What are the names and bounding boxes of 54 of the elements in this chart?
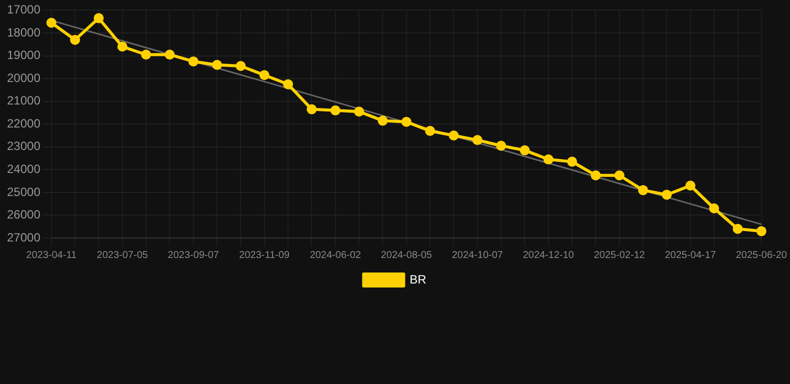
y-tick-label: 18000 (6, 25, 41, 40)
x-tick-label: 2023-09-07 (168, 250, 220, 261)
point (732, 224, 743, 234)
y-tick-label: 17000 (6, 2, 41, 17)
point (448, 130, 459, 140)
point (164, 50, 175, 60)
point (520, 145, 530, 156)
legend-label: BR (410, 272, 427, 286)
point (756, 226, 766, 236)
point (685, 180, 696, 191)
point (46, 18, 56, 28)
y-tick-label: 23000 (6, 139, 41, 154)
point (590, 170, 601, 180)
point (283, 79, 294, 90)
point (401, 116, 412, 127)
point (94, 13, 104, 24)
x-tick-label: 2023-07-05 (96, 250, 148, 261)
y-tick-label: 19000 (6, 48, 41, 62)
point (378, 116, 388, 126)
point (638, 185, 648, 196)
point (543, 154, 554, 164)
point (709, 203, 720, 214)
point (472, 135, 482, 146)
y-tick-label: 25000 (6, 184, 41, 199)
point (354, 106, 364, 117)
x-tick-label: 2023-04-11 (26, 250, 78, 261)
point (662, 190, 672, 200)
y-tick-label: 22000 (6, 116, 41, 130)
point (425, 126, 436, 136)
y-tick-label: 20000 (6, 70, 41, 85)
point (259, 70, 270, 80)
y-tick-label: 21000 (6, 94, 41, 108)
point (614, 170, 624, 180)
x-tick-label: 2025-04-17 (664, 250, 716, 261)
x-tick-label: 2024-08-05 (380, 250, 432, 261)
point (141, 50, 152, 60)
x-tick-label: 2025-02-12 (594, 250, 646, 261)
point (212, 60, 222, 70)
x-tick-label: 2023-11-09 (239, 250, 290, 261)
x-tick-label: 2024-10-07 (452, 250, 504, 261)
point (117, 42, 128, 52)
y-tick-label: 24000 (6, 162, 41, 176)
point (306, 104, 317, 114)
point (236, 61, 246, 72)
x-tick-label: 2025-06-20 (736, 250, 788, 261)
y-tick-label: 26000 (6, 208, 41, 222)
x-tick-label: 2024-12-10 (522, 250, 574, 261)
x-tick-label: 2024-06-02 (310, 250, 362, 261)
point (330, 105, 340, 116)
point (567, 156, 578, 167)
y-tick-label: 27000 (6, 230, 41, 244)
point (70, 34, 80, 45)
point (496, 140, 506, 151)
point (188, 56, 198, 66)
